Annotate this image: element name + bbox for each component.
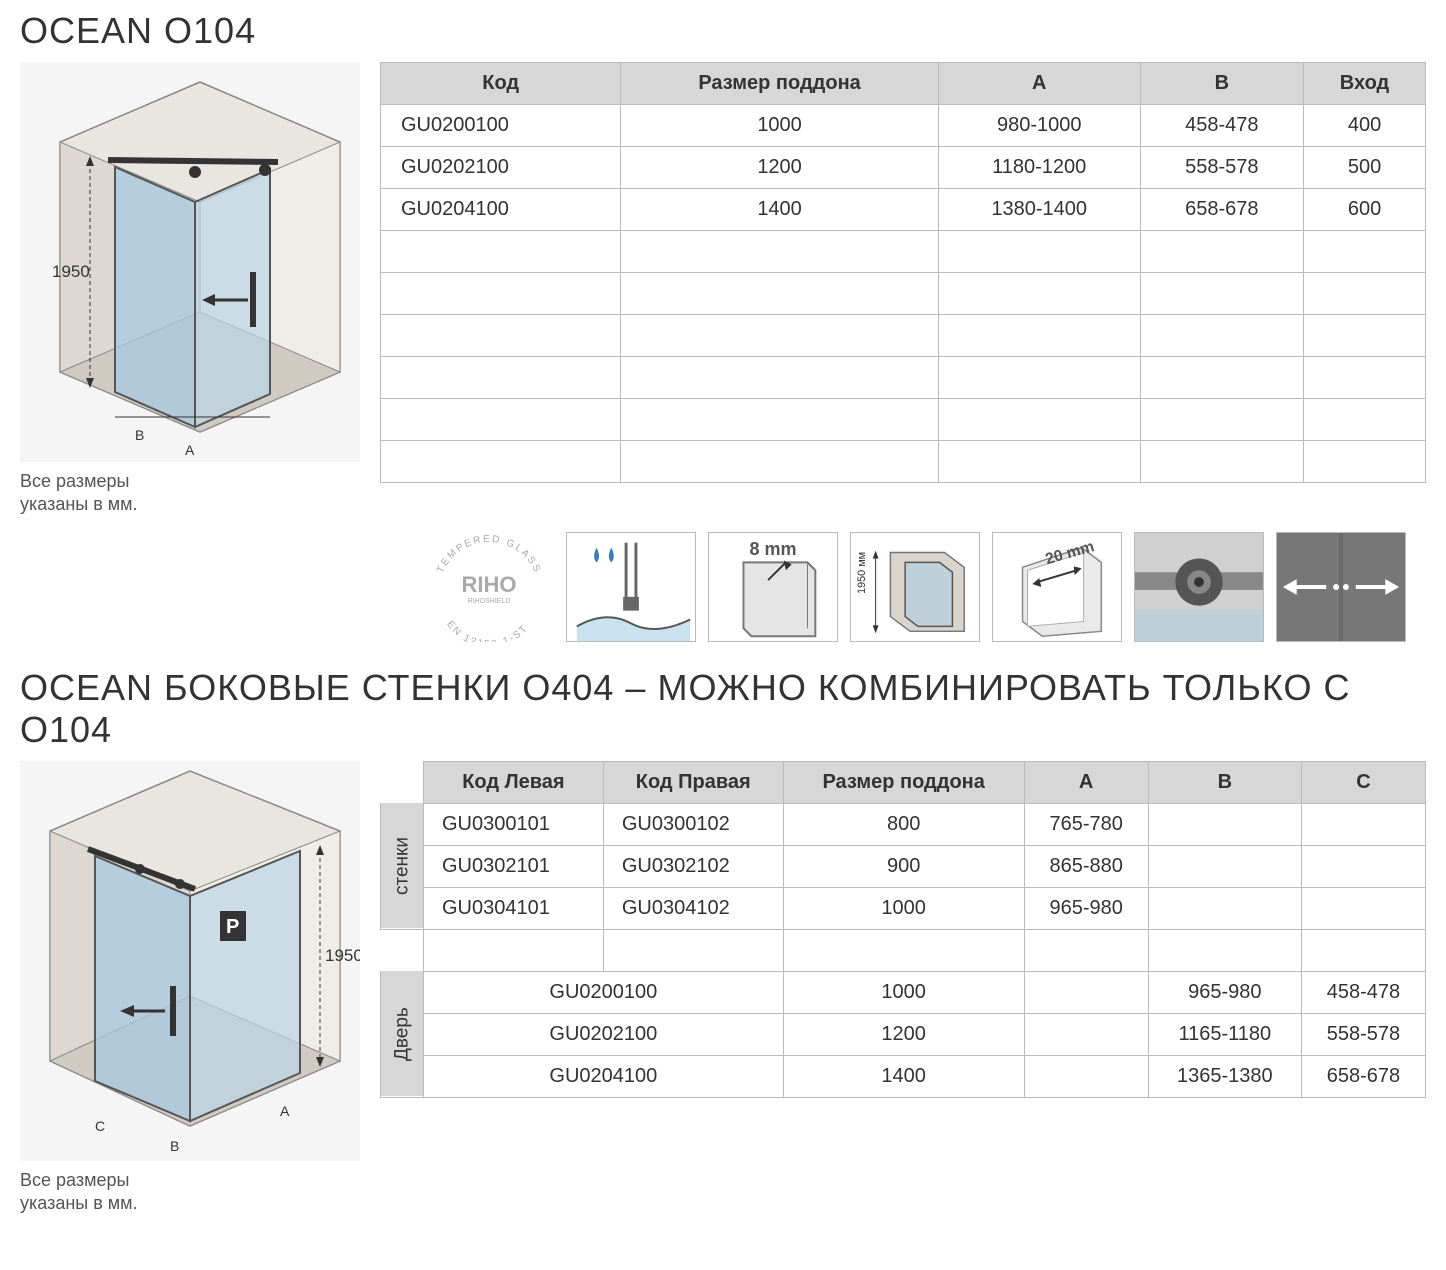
section2: P 1950 A B C Все размеры указаны в мм. — [20, 761, 1426, 1216]
svg-text:1950 мм: 1950 мм — [856, 552, 868, 594]
th-code: Код — [381, 63, 621, 105]
table-row: GU0204100 1400 1380-1400 658-678 600 — [381, 189, 1426, 231]
table-row: стенки GU0300101 GU0300102 800 765-780 — [381, 803, 1426, 845]
svg-text:A: A — [185, 442, 195, 458]
height-label: 1950 — [52, 262, 90, 281]
svg-text:TEMPERED GLASS: TEMPERED GLASS — [435, 534, 543, 575]
table-row — [381, 929, 1426, 971]
spec-adjust-icon: 20 mm — [992, 532, 1122, 642]
spec-height-icon: 1950 мм — [850, 532, 980, 642]
table-row: GU0304101 GU0304102 1000 965-980 — [381, 887, 1426, 929]
th-b: B — [1148, 761, 1301, 803]
svg-text:RIHOSHIELD: RIHOSHIELD — [468, 598, 511, 605]
spec-arrows-icon — [1276, 532, 1406, 642]
section2-diagram: P 1950 A B C — [20, 761, 360, 1161]
svg-text:B: B — [135, 427, 144, 443]
shower-corner-svg: P 1950 A B C — [20, 761, 360, 1161]
shower-enclosure-svg: 1950 A B — [20, 62, 360, 462]
svg-text:EN 12150-1-ST: EN 12150-1-ST — [444, 619, 531, 642]
th-size: Размер поддона — [621, 63, 938, 105]
section1-diagram-col: 1950 A B Все размеры указаны в мм. — [20, 62, 360, 517]
table-row: GU0204100 1400 1365-1380 658-678 — [381, 1055, 1426, 1097]
spec-thickness-icon: 8 mm — [708, 532, 838, 642]
th-c: C — [1301, 761, 1425, 803]
table-row: GU0202100 1200 1180-1200 558-578 500 — [381, 147, 1426, 189]
group-walls-label: стенки — [381, 803, 424, 929]
th-right: Код Правая — [603, 761, 783, 803]
svg-text:B: B — [170, 1138, 179, 1154]
section2-diagram-col: P 1950 A B C Все размеры указаны в мм. — [20, 761, 360, 1216]
thickness-label: 8 mm — [749, 539, 796, 560]
spec-roller-photo-icon — [1134, 532, 1264, 642]
table-row: GU0202100 1200 1165-1180 558-578 — [381, 1013, 1426, 1055]
table-row: GU0302101 GU0302102 900 865-880 — [381, 845, 1426, 887]
table-row: Дверь GU0200100 1000 965-980 458-478 — [381, 971, 1426, 1013]
section1: 1950 A B Все размеры указаны в мм. Код Р… — [20, 62, 1426, 517]
caption-line2: указаны в мм. — [20, 1193, 138, 1213]
spec-strip: TEMPERED GLASS EN 12150-1-ST RIHO RIHOSH… — [20, 532, 1426, 642]
section2-title: OCEAN БОКОВЫЕ СТЕНКИ O404 – МОЖНО КОМБИН… — [20, 667, 1426, 751]
tempered-glass-badge: TEMPERED GLASS EN 12150-1-ST RIHO RIHOSH… — [424, 532, 554, 642]
th-size: Размер поддона — [783, 761, 1024, 803]
spec-droplets-icon — [566, 532, 696, 642]
table-row: GU0200100 1000 980-1000 458-478 400 — [381, 105, 1426, 147]
section2-caption: Все размеры указаны в мм. — [20, 1169, 360, 1216]
svg-text:A: A — [280, 1103, 290, 1119]
table-row — [381, 273, 1426, 315]
caption-line2: указаны в мм. — [20, 494, 138, 514]
section1-caption: Все размеры указаны в мм. — [20, 470, 360, 517]
table-row — [381, 231, 1426, 273]
th-a: A — [1024, 761, 1148, 803]
section1-diagram: 1950 A B — [20, 62, 360, 462]
th-entry: Вход — [1304, 63, 1426, 105]
svg-text:RIHO: RIHO — [462, 572, 517, 597]
table1-body: GU0200100 1000 980-1000 458-478 400 GU02… — [381, 105, 1426, 483]
section2-table: Код Левая Код Правая Размер поддона A B … — [380, 761, 1426, 1098]
table-row — [381, 357, 1426, 399]
caption-line1: Все размеры — [20, 471, 129, 491]
svg-text:C: C — [95, 1118, 105, 1134]
section1-table: Код Размер поддона A B Вход GU0200100 10… — [380, 62, 1426, 483]
th-left: Код Левая — [424, 761, 604, 803]
table-row — [381, 441, 1426, 483]
table-row — [381, 315, 1426, 357]
group-door-label: Дверь — [381, 971, 424, 1097]
svg-text:P: P — [226, 916, 239, 938]
th-b: B — [1140, 63, 1303, 105]
section1-title: OCEAN O104 — [20, 10, 1426, 52]
table2-header-row: Код Левая Код Правая Размер поддона A B … — [381, 761, 1426, 803]
table1-header-row: Код Размер поддона A B Вход — [381, 63, 1426, 105]
svg-text:1950: 1950 — [325, 946, 360, 965]
th-a: A — [938, 63, 1140, 105]
caption-line1: Все размеры — [20, 1170, 129, 1190]
table-row — [381, 399, 1426, 441]
